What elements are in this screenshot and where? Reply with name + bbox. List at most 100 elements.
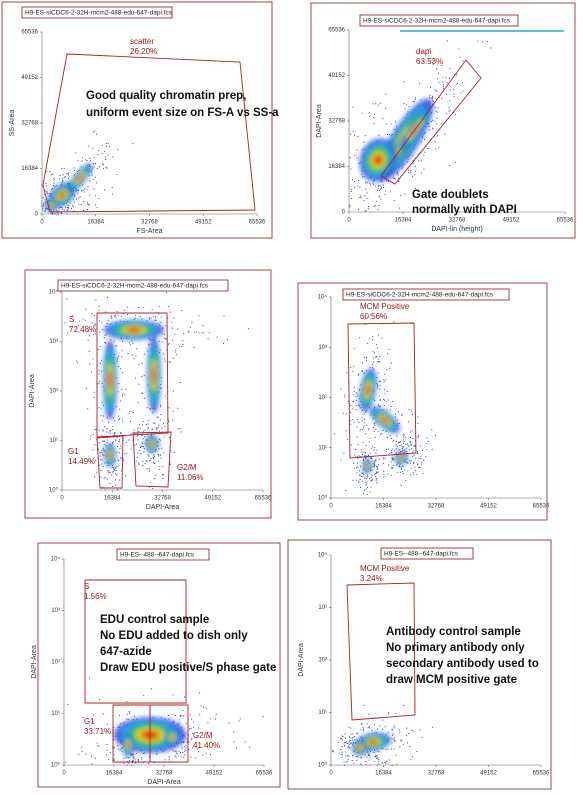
event-dot — [372, 336, 374, 338]
event-dot — [412, 451, 414, 453]
event-dot — [407, 462, 409, 464]
event-dot — [350, 366, 352, 368]
event-dot — [175, 349, 177, 351]
event-dot — [355, 396, 357, 397]
event-dot — [357, 444, 359, 446]
event-dot — [62, 208, 64, 210]
event-dot — [142, 446, 144, 448]
event-dot — [134, 317, 136, 319]
event-dot — [361, 723, 363, 725]
event-dot — [358, 162, 360, 164]
event-dot — [104, 150, 106, 152]
event-dot — [353, 366, 355, 368]
y-tick-label: 10⁴ — [318, 552, 328, 559]
event-dot — [388, 712, 390, 714]
event-dot — [102, 486, 104, 488]
event-dot — [383, 473, 385, 475]
event-dot — [403, 102, 405, 104]
event-dot — [387, 448, 389, 450]
event-dot — [487, 41, 489, 42]
event-dot — [387, 437, 389, 439]
event-dot — [443, 85, 445, 87]
event-dot — [96, 168, 98, 169]
event-dot — [374, 204, 376, 206]
event-dot — [432, 127, 434, 129]
event-dot — [368, 206, 369, 207]
event-dot — [87, 339, 89, 341]
event-dot — [121, 341, 123, 343]
event-dot — [154, 319, 156, 321]
event-dot — [116, 358, 118, 360]
event-dot — [399, 464, 401, 466]
event-dot — [390, 748, 392, 750]
event-dot — [448, 85, 450, 87]
event-dot — [373, 465, 375, 467]
event-dot — [93, 714, 95, 716]
event-dot — [96, 182, 97, 184]
event-dot — [112, 472, 114, 474]
event-dot — [190, 326, 191, 328]
event-dot — [383, 476, 385, 478]
event-dot — [148, 762, 150, 764]
event-dot — [98, 373, 100, 375]
event-dot — [406, 104, 408, 106]
event-dot — [107, 319, 109, 321]
event-dot — [393, 740, 395, 742]
event-dot — [423, 459, 425, 461]
event-dot — [449, 165, 451, 166]
event-dot — [167, 715, 169, 716]
event-dot — [373, 751, 375, 753]
event-dot — [56, 185, 58, 186]
event-dot — [430, 87, 431, 89]
event-dot — [428, 49, 430, 51]
density-level — [108, 374, 112, 386]
event-dot — [392, 440, 394, 442]
event-dot — [114, 432, 116, 434]
event-dot — [177, 328, 179, 330]
event-dot — [348, 726, 350, 728]
event-dot — [153, 462, 155, 463]
event-dot — [45, 185, 47, 187]
event-dot — [91, 313, 93, 315]
event-dot — [43, 210, 45, 212]
event-dot — [376, 472, 378, 473]
event-dot — [396, 464, 398, 466]
event-dot — [106, 333, 107, 335]
event-dot — [415, 470, 417, 471]
event-dot — [61, 213, 63, 214]
event-dot — [414, 445, 416, 447]
event-dot — [158, 448, 160, 450]
event-dot — [193, 331, 195, 333]
event-dot — [405, 450, 407, 452]
event-dot — [137, 430, 139, 432]
event-dot — [53, 182, 55, 184]
event-dot — [421, 461, 423, 463]
event-dot — [363, 422, 365, 424]
event-dot — [142, 438, 144, 440]
event-dot — [148, 419, 150, 421]
event-dot — [112, 470, 114, 472]
event-dot — [159, 468, 161, 470]
event-dot — [363, 728, 364, 730]
event-dot — [449, 100, 451, 102]
event-dot — [402, 450, 403, 451]
event-dot — [410, 437, 411, 438]
event-dot — [353, 391, 355, 392]
event-dot — [163, 353, 164, 355]
event-dot — [381, 180, 383, 182]
event-dot — [190, 728, 192, 729]
event-dot — [46, 171, 48, 173]
gate — [96, 435, 124, 489]
event-dot — [426, 442, 428, 444]
event-dot — [147, 423, 149, 425]
event-dot — [387, 473, 389, 475]
event-dot — [375, 472, 377, 474]
event-dot — [396, 441, 398, 443]
event-dot — [124, 475, 126, 477]
title-box — [57, 279, 229, 292]
event-dot — [353, 741, 355, 743]
event-dot — [135, 460, 137, 462]
event-dot — [384, 373, 386, 375]
event-dot — [203, 332, 205, 334]
event-dot — [148, 455, 150, 457]
